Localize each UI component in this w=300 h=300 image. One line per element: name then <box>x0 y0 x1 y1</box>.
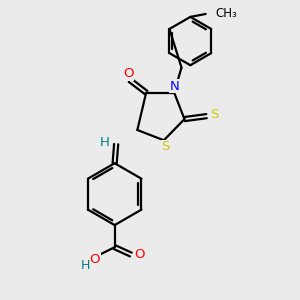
Text: S: S <box>210 108 218 121</box>
Text: CH₃: CH₃ <box>215 8 237 20</box>
Text: N: N <box>169 80 179 93</box>
Text: H: H <box>100 136 110 149</box>
Text: O: O <box>123 67 134 80</box>
Text: O: O <box>134 248 144 261</box>
Text: H: H <box>80 259 90 272</box>
Text: S: S <box>161 140 170 153</box>
Text: O: O <box>89 253 100 266</box>
